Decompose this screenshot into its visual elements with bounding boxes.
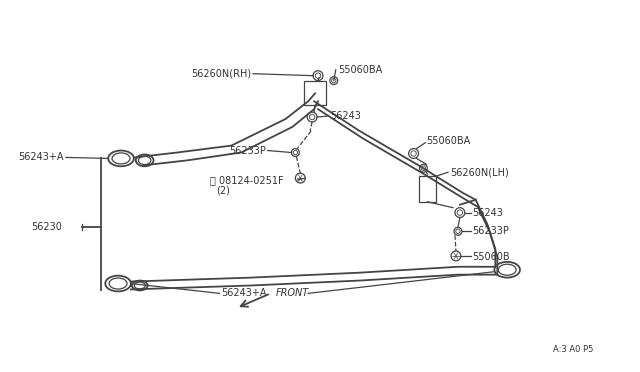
Text: 56233P: 56233P [473,226,509,236]
Text: Ⓑ 08124-0251F: Ⓑ 08124-0251F [210,175,284,185]
Text: (2): (2) [216,186,230,196]
Text: 56260N(LH): 56260N(LH) [450,167,509,177]
Text: 56243+A: 56243+A [19,153,64,163]
Text: 55060B: 55060B [473,252,510,262]
Text: 55060BA: 55060BA [426,136,470,146]
Text: 56243+A: 56243+A [221,288,267,298]
Text: 56260N(RH): 56260N(RH) [191,69,251,79]
Text: 55060BA: 55060BA [338,65,382,75]
Text: A:3 A0 P5: A:3 A0 P5 [554,345,594,354]
Text: 56243: 56243 [330,111,361,121]
Text: FRONT: FRONT [276,288,309,298]
Text: 56233P: 56233P [229,145,266,155]
Text: 56243: 56243 [473,208,504,218]
Text: 56230: 56230 [31,222,62,232]
